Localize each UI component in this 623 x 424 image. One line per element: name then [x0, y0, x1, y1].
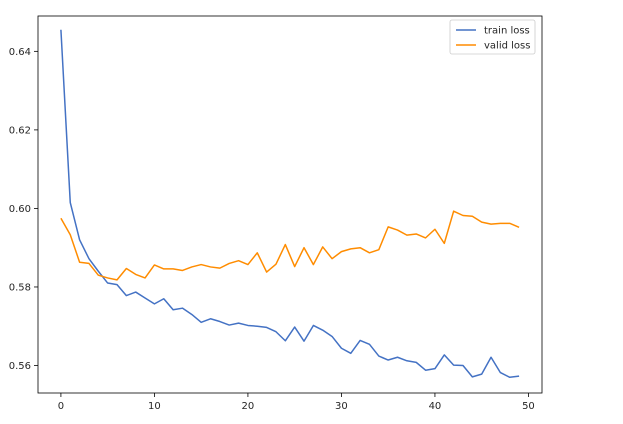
series-lines — [60, 29, 520, 379]
y-axis: 0.56 0.58 0.60 0.62 0.64 — [9, 47, 38, 372]
y-tick-label: 0.60 — [9, 204, 31, 215]
x-axis: 0 10 20 30 40 50 — [58, 393, 535, 412]
legend: train loss valid loss — [449, 19, 536, 55]
y-tick-label: 0.64 — [9, 47, 31, 58]
y-tick-label: 0.62 — [9, 125, 31, 136]
plot-frame — [37, 15, 543, 394]
legend-label-valid-loss: valid loss — [484, 41, 530, 52]
legend-label-train-loss: train loss — [484, 26, 530, 37]
series-line-train-loss — [60, 29, 520, 379]
y-tick-label: 0.56 — [9, 361, 31, 372]
x-tick-label: 50 — [522, 401, 535, 412]
x-tick-label: 40 — [429, 401, 442, 412]
x-tick-label: 0 — [58, 401, 64, 412]
series-line-valid-loss — [60, 210, 520, 281]
x-tick-label: 10 — [148, 401, 161, 412]
y-tick-label: 0.58 — [9, 282, 31, 293]
x-tick-label: 20 — [242, 401, 255, 412]
x-tick-label: 30 — [335, 401, 348, 412]
